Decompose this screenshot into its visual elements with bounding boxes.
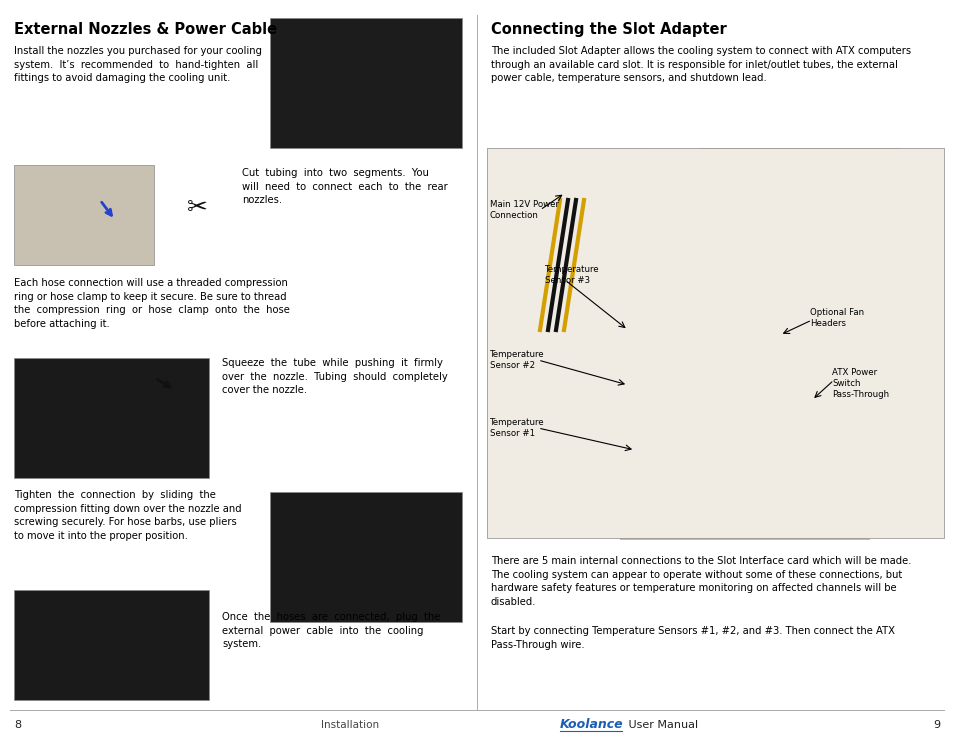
Text: ✂: ✂ (186, 196, 208, 220)
Bar (486, 148, 943, 538)
Bar (629, 370, 809, 450)
Text: 8: 8 (14, 720, 21, 730)
Text: Temperature
Sensor #3: Temperature Sensor #3 (544, 265, 599, 285)
Bar (559, 148, 649, 203)
Text: Cut  tubing  into  two  segments.  You
will  need  to  connect  each  to  the  r: Cut tubing into two segments. You will n… (242, 168, 447, 205)
Text: Koolance: Koolance (559, 719, 623, 731)
Bar (335, 35, 385, 95)
Text: Squeeze  the  tube  while  pushing  it  firmly
over  the  nozzle.  Tubing  shoul: Squeeze the tube while pushing it firmly… (222, 358, 447, 396)
Bar (619, 460, 869, 540)
Bar (165, 398, 205, 433)
Bar (700, 148, 899, 298)
Text: Each hose connection will use a threaded compression
ring or hose clamp to keep : Each hose connection will use a threaded… (14, 278, 290, 329)
Bar (629, 450, 809, 490)
Bar (415, 65, 459, 110)
Text: Once  the  hoses  are  connected,  plug  the
external  power  cable  into  the  : Once the hoses are connected, plug the e… (222, 612, 440, 649)
Text: Main 12V Power
Connection: Main 12V Power Connection (490, 200, 558, 220)
Text: The included Slot Adapter allows the cooling system to connect with ATX computer: The included Slot Adapter allows the coo… (491, 46, 910, 83)
Text: There are 5 main internal connections to the Slot Interface card which will be m: There are 5 main internal connections to… (491, 556, 910, 607)
Text: Tighten  the  connection  by  sliding  the
compression fitting down over the noz: Tighten the connection by sliding the co… (14, 490, 241, 541)
Text: Connecting the Slot Adapter: Connecting the Slot Adapter (491, 22, 726, 37)
Text: Temperature
Sensor #2: Temperature Sensor #2 (490, 350, 544, 370)
Bar (270, 18, 461, 148)
Bar (339, 510, 385, 565)
Bar (486, 148, 943, 538)
Bar (270, 492, 461, 622)
Text: External Nozzles & Power Cable: External Nozzles & Power Cable (14, 22, 276, 37)
Text: Start by connecting Temperature Sensors #1, #2, and #3. Then connect the ATX
Pas: Start by connecting Temperature Sensors … (491, 626, 894, 649)
Text: Installation: Installation (320, 720, 378, 730)
Bar (14, 590, 209, 700)
Text: ATX Power
Switch
Pass-Through: ATX Power Switch Pass-Through (831, 368, 888, 399)
Bar (415, 525, 455, 570)
Text: Optional Fan
Headers: Optional Fan Headers (809, 308, 863, 328)
Text: Install the nozzles you purchased for your cooling
system.  It’s  recommended  t: Install the nozzles you purchased for yo… (14, 46, 262, 83)
Text: Temperature
Sensor #1: Temperature Sensor #1 (490, 418, 544, 438)
Bar (162, 178, 232, 238)
Bar (14, 165, 153, 265)
Text: 9: 9 (932, 720, 939, 730)
Text: User Manual: User Manual (624, 720, 698, 730)
Bar (14, 358, 209, 478)
